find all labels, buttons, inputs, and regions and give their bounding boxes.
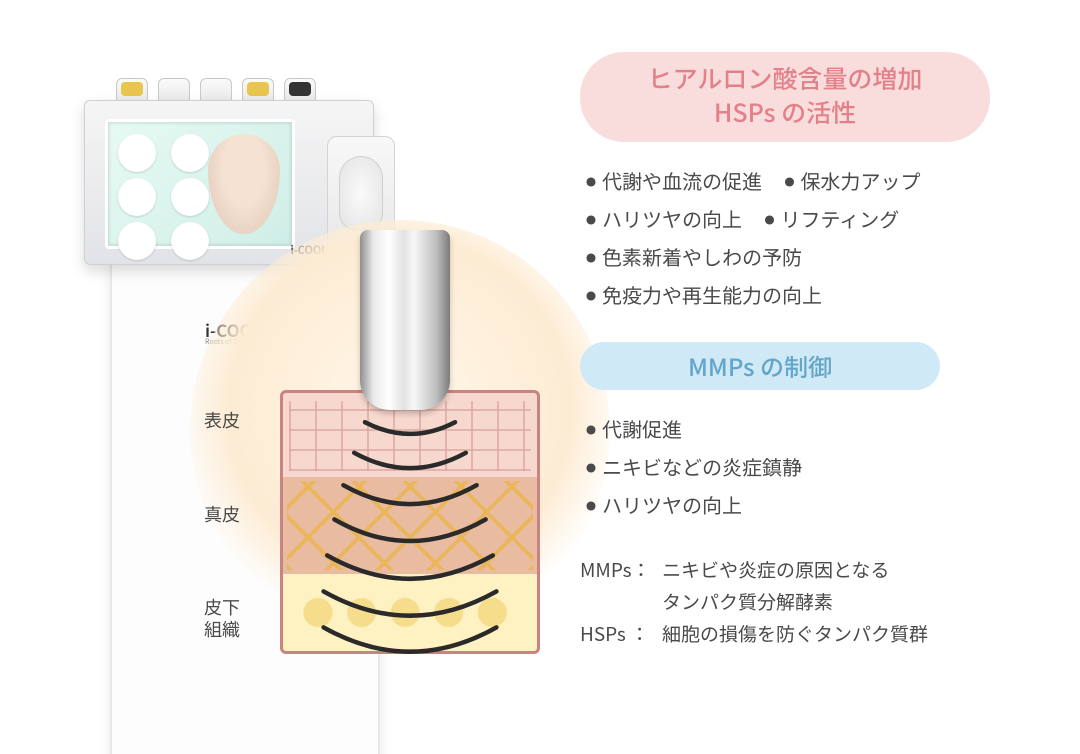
bullet: 代謝や血流の促進	[586, 162, 762, 200]
label-epidermis: 表皮	[204, 410, 240, 432]
screen-face-photo	[208, 134, 280, 234]
infographic-stage: i-COOL plus+ Roots of Smooth action. For…	[0, 0, 1080, 754]
right-text-column: ヒアルロン酸含量の増加 HSPs の活性 代謝や血流の促進 保水力アップ ハリツ…	[580, 52, 1050, 651]
skin-layer-dermis	[280, 477, 540, 577]
skin-layer-labels: 表皮 真皮 皮下 組織	[204, 410, 240, 640]
bullet: 代謝促進	[586, 410, 1050, 448]
screen-icon	[171, 222, 209, 260]
bullets-mmps: 代謝促進 ニキビなどの炎症鎮静 ハリツヤの向上	[586, 410, 1050, 524]
screen-icon	[118, 222, 156, 260]
label-subcutaneous: 皮下 組織	[204, 597, 240, 640]
screen-icon-grid	[118, 134, 218, 244]
bullets-hsps: 代謝や血流の促進 保水力アップ ハリツヤの向上 リフティング 色素新着やしわの予…	[586, 162, 1050, 314]
def-value: ニキビや炎症の原因となる タンパク質分解酵素	[662, 554, 1050, 619]
screen-icon	[118, 134, 156, 172]
pill-hsps: ヒアルロン酸含量の増加 HSPs の活性	[580, 52, 990, 142]
screen-icon	[118, 178, 156, 216]
handpiece	[339, 156, 383, 230]
def-v-l1: ニキビや炎症の原因となる	[662, 556, 889, 583]
bullet: ニキビなどの炎症鎮静	[586, 448, 1050, 486]
def-v-l2: タンパク質分解酵素	[662, 588, 833, 615]
pill-mmps: MMPs の制御	[580, 342, 940, 390]
bullet: 免疫力や再生能力の向上	[586, 276, 1050, 314]
label-dermis: 真皮	[204, 504, 240, 526]
pill-pink-line2: HSPs の活性	[714, 94, 856, 130]
def-key: HSPs ：	[580, 618, 662, 650]
def-value: 細胞の損傷を防ぐタンパク質群	[662, 618, 1050, 650]
probe-body	[360, 230, 450, 410]
skin-cross-section	[280, 390, 540, 670]
bullet: 保水力アップ	[784, 162, 920, 200]
skin-layer-subcutaneous	[280, 574, 540, 654]
pill-blue-text: MMPs の制御	[688, 348, 832, 383]
screen-icon	[171, 178, 209, 216]
screen-icon	[171, 134, 209, 172]
pill-pink-line1: ヒアルロン酸含量の増加	[648, 60, 923, 96]
bullet: リフティング	[764, 200, 899, 238]
def-row-hsps: HSPs ： 細胞の損傷を防ぐタンパク質群	[580, 618, 1050, 650]
bullet: 色素新着やしわの予防	[586, 238, 1050, 276]
treatment-probe	[360, 230, 450, 410]
bullet: ハリツヤの向上	[586, 200, 742, 238]
definitions: MMPs： ニキビや炎症の原因となる タンパク質分解酵素 HSPs ： 細胞の損…	[580, 554, 1050, 651]
bullet: ハリツヤの向上	[586, 486, 1050, 524]
label-subcutaneous-l2: 組織	[204, 616, 240, 642]
device-touchscreen	[105, 119, 295, 249]
def-key: MMPs：	[580, 554, 662, 619]
def-row-mmps: MMPs： ニキビや炎症の原因となる タンパク質分解酵素	[580, 554, 1050, 619]
